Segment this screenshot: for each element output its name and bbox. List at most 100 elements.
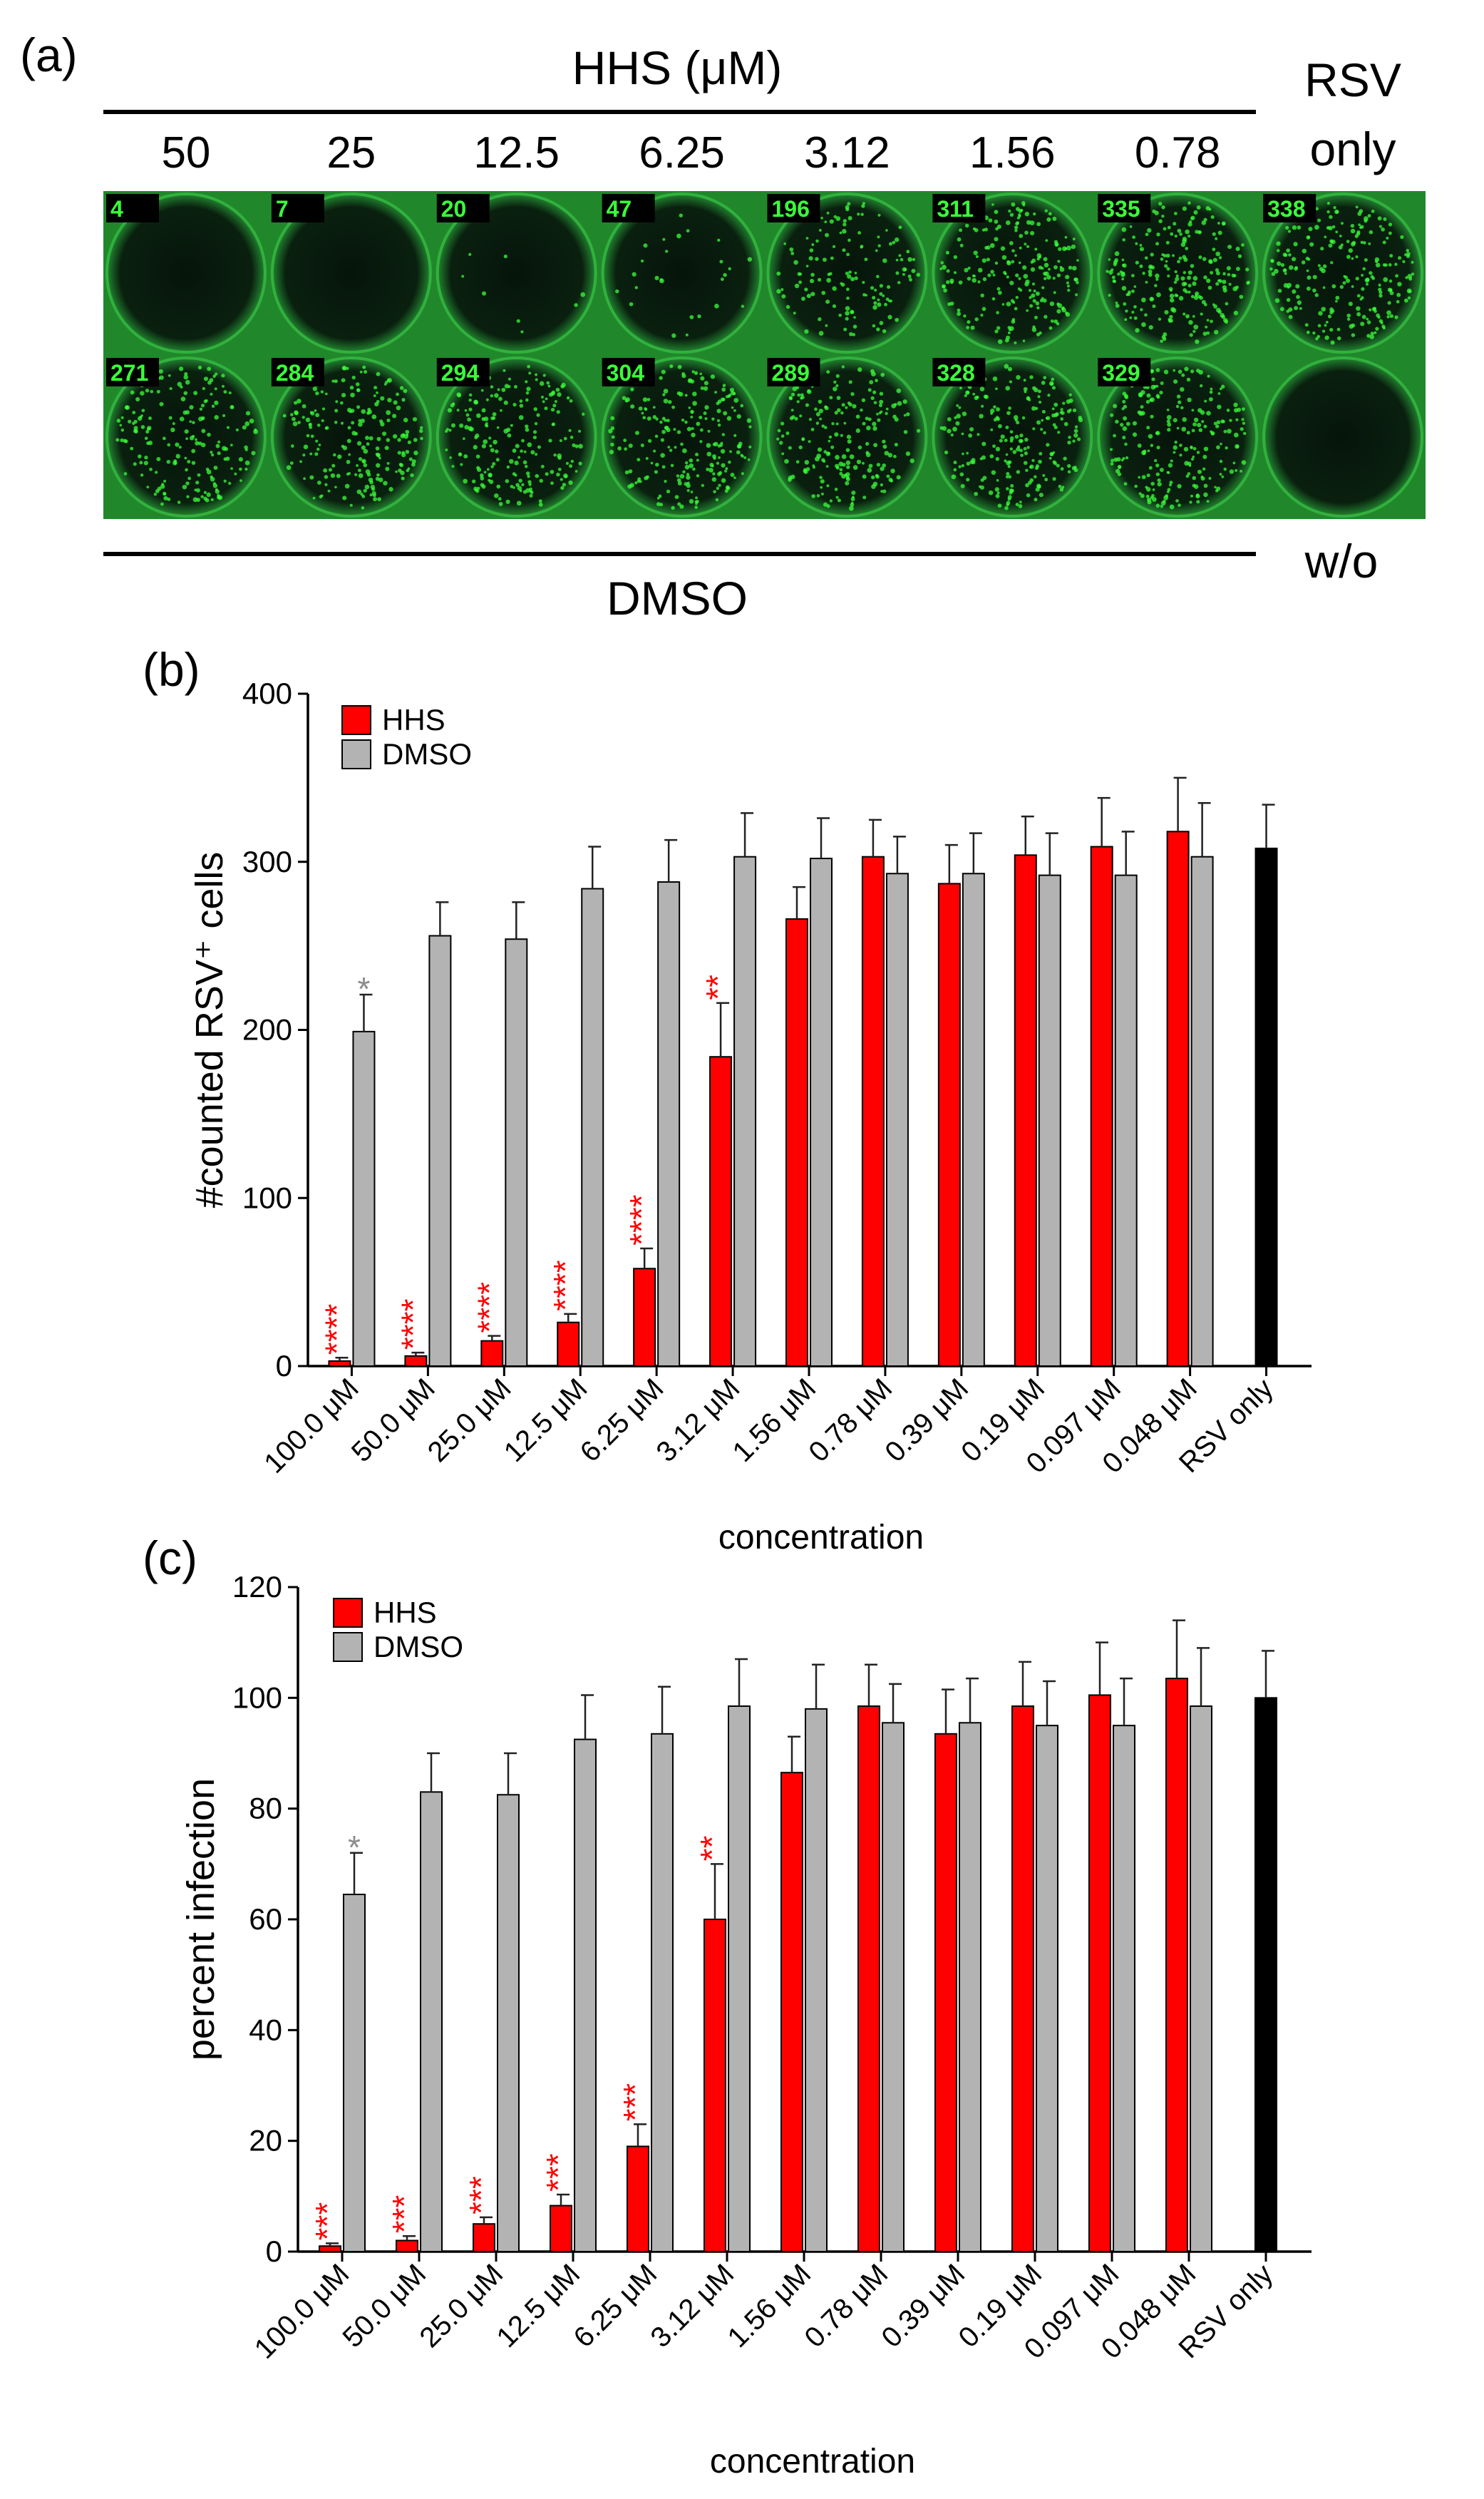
infected-cell-dot — [358, 457, 363, 461]
infected-cell-dot — [1277, 261, 1282, 266]
infected-cell-dot — [1155, 277, 1159, 281]
infected-cell-dot — [334, 486, 337, 489]
infected-cell-dot — [1280, 263, 1285, 267]
infected-cell-dot — [1388, 263, 1392, 267]
infected-cell-dot — [510, 485, 514, 488]
infected-cell-dot — [981, 307, 986, 312]
infected-cell-dot — [1024, 230, 1029, 235]
infected-cell-dot — [862, 461, 865, 465]
infected-cell-dot — [356, 405, 361, 409]
infected-cell-dot — [355, 382, 360, 386]
infected-cell-dot — [1007, 326, 1011, 329]
infected-cell-dot — [1212, 257, 1217, 262]
infected-cell-dot — [634, 286, 639, 289]
infected-cell-dot — [703, 411, 707, 416]
infected-cell-dot — [676, 474, 680, 478]
infected-cell-dot — [724, 469, 727, 473]
infected-cell-dot — [316, 447, 320, 451]
infected-cell-dot — [535, 373, 538, 376]
infected-cell-dot — [349, 410, 352, 414]
infected-cell-dot — [835, 454, 840, 460]
count-box — [1098, 358, 1151, 386]
infected-cell-dot — [528, 483, 532, 486]
infected-cell-dot — [1180, 276, 1185, 281]
infected-cell-dot — [1241, 418, 1245, 421]
infected-cell-dot — [1180, 386, 1185, 392]
infected-cell-dot — [501, 387, 506, 392]
infected-cell-dot — [788, 478, 792, 482]
infected-cell-dot — [1192, 455, 1195, 458]
infected-cell-dot — [1115, 301, 1118, 304]
infected-cell-dot — [888, 242, 892, 246]
significance-marker: *** — [309, 2202, 346, 2241]
infected-cell-dot — [1236, 267, 1240, 271]
infected-cell-dot — [952, 426, 957, 432]
infected-cell-dot — [235, 428, 239, 432]
infected-cell-dot — [566, 396, 570, 400]
infected-cell-dot — [700, 386, 704, 391]
infected-cell-dot — [1018, 503, 1023, 508]
infected-cell-dot — [160, 502, 164, 506]
infected-cell-dot — [671, 333, 676, 338]
infected-cell-dot — [1346, 317, 1351, 321]
infected-cell-dot — [203, 399, 207, 404]
infected-cell-dot — [1007, 460, 1012, 464]
infected-cell-dot — [201, 429, 206, 433]
infected-cell-dot — [1143, 385, 1147, 389]
bar-hhs — [396, 2239, 418, 2252]
infected-cell-dot — [1139, 264, 1143, 269]
infected-cell-dot — [289, 413, 294, 416]
infected-cell-dot — [551, 422, 556, 426]
infected-cell-dot — [119, 424, 123, 427]
wo-label: w/o — [1304, 535, 1379, 587]
infected-cell-dot — [1037, 389, 1041, 394]
infected-cell-dot — [808, 440, 811, 443]
well — [1100, 195, 1256, 351]
infected-cell-dot — [306, 433, 310, 438]
infected-cell-dot — [902, 399, 907, 404]
infected-cell-dot — [1371, 209, 1375, 213]
infected-cell-dot — [1037, 395, 1041, 399]
infected-cell-dot — [1066, 409, 1071, 414]
infected-cell-dot — [217, 440, 221, 443]
infected-cell-dot — [625, 397, 630, 402]
infected-cell-dot — [674, 446, 677, 449]
infected-cell-dot — [1073, 468, 1078, 473]
infected-cell-dot — [518, 478, 522, 483]
infected-cell-dot — [1324, 335, 1329, 340]
infected-cell-dot — [824, 405, 828, 409]
infected-cell-dot — [610, 442, 614, 447]
infected-cell-dot — [1006, 503, 1009, 507]
infected-cell-dot — [178, 446, 182, 449]
infected-cell-dot — [1388, 222, 1393, 227]
infected-cell-dot — [1173, 222, 1177, 226]
infected-cell-dot — [808, 418, 813, 421]
x-tick-label: 12.5 μM — [490, 2258, 586, 2354]
infected-cell-dot — [1375, 327, 1379, 331]
infected-cell-dot — [867, 388, 872, 392]
infected-cell-dot — [1038, 459, 1042, 464]
count-box — [602, 194, 655, 222]
infected-cell-dot — [816, 453, 822, 458]
infected-cell-dot — [961, 432, 964, 436]
infected-cell-dot — [1279, 307, 1284, 312]
infected-cell-dot — [1358, 223, 1361, 227]
infected-cell-dot — [1173, 451, 1176, 454]
infected-cell-dot — [1287, 230, 1292, 233]
infected-cell-dot — [781, 294, 786, 299]
infected-cell-dot — [1124, 442, 1128, 446]
infected-cell-dot — [820, 216, 823, 220]
infected-cell-dot — [420, 436, 423, 441]
infected-cell-dot — [1155, 394, 1160, 399]
infected-cell-dot — [1058, 247, 1062, 252]
infected-cell-dot — [1155, 472, 1160, 476]
infected-cell-dot — [1375, 262, 1381, 268]
infected-cell-dot — [1169, 297, 1175, 303]
infected-cell-dot — [1233, 402, 1238, 408]
infected-cell-dot — [302, 404, 306, 409]
infected-cell-dot — [825, 232, 829, 237]
legend-swatch — [333, 1632, 363, 1662]
infected-cell-dot — [340, 421, 344, 425]
infected-cell-dot — [413, 450, 418, 456]
infected-cell-dot — [1168, 483, 1172, 487]
